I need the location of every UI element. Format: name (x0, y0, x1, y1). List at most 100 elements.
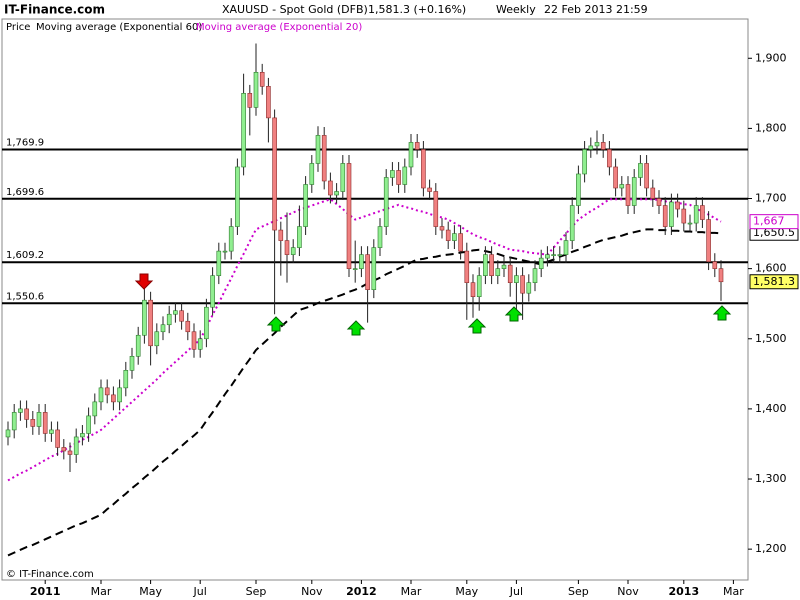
x-tick-label: May (455, 585, 478, 598)
candle-body (173, 310, 178, 315)
candle-body (24, 408, 29, 420)
candle-body (160, 324, 166, 333)
candle-body (445, 229, 451, 241)
candle-body (532, 268, 538, 283)
candle-body (123, 370, 129, 389)
candle-body (278, 229, 284, 241)
candle-body (458, 233, 463, 252)
candle-body (576, 173, 581, 206)
candle-body (61, 447, 67, 452)
candle-body (148, 299, 153, 347)
candle-body (340, 163, 346, 192)
candle-body (67, 450, 73, 455)
legend-entry: Moving average (Exponential 60) (36, 22, 202, 33)
candle-body (588, 145, 594, 150)
candle-body (135, 334, 141, 357)
moving-average-line (7, 198, 722, 482)
candle-body (489, 254, 494, 276)
x-tick-label: Sep (246, 585, 267, 598)
candle-body (718, 268, 724, 283)
candle-body (526, 282, 532, 294)
candle-body (166, 313, 172, 326)
candle-body (650, 187, 656, 199)
x-tick-label: 2011 (30, 585, 61, 598)
x-tick-label: 2012 (346, 585, 377, 598)
candle-body (309, 163, 315, 185)
y-tick-label: 1,500 (755, 332, 787, 345)
candle-body (594, 142, 600, 147)
candle-body (346, 163, 352, 269)
candle-body (675, 201, 680, 210)
candle-body (631, 177, 637, 206)
candle-body (352, 268, 358, 270)
y-tick-label: 1,300 (755, 472, 787, 485)
candle-body (483, 254, 488, 276)
candle-body (80, 433, 85, 438)
candle-body (297, 226, 302, 248)
candle-body (662, 205, 668, 227)
price-tag-label: 1,667 (753, 215, 785, 228)
candle-body (538, 257, 544, 269)
candle-body (98, 387, 104, 403)
candle-body (700, 205, 705, 220)
price-tag (749, 274, 799, 290)
y-tick-label: 1,400 (755, 402, 787, 415)
site-name: IT-Finance.com (4, 3, 105, 17)
x-tick-label: 2013 (668, 585, 699, 598)
period: Weekly (496, 3, 536, 16)
candle-body (551, 254, 556, 256)
timestamp: 22 Feb 2013 21:59 (544, 3, 648, 16)
candle-body (303, 184, 308, 227)
level-label: 1,609.2 (6, 250, 44, 261)
x-tick-label: Jul (193, 585, 207, 598)
marks: 1,200 1,300 1,400 1,500 1,600 1,700 1,800 1,900… (2, 43, 799, 598)
candle-body (470, 282, 476, 297)
candle-body (495, 268, 501, 276)
candle-body (390, 170, 395, 178)
candle-body (414, 142, 420, 150)
candle-body (638, 163, 643, 178)
candle-body (86, 415, 91, 434)
candle-body (253, 71, 259, 108)
candle-body (49, 429, 54, 434)
candle-body (396, 170, 401, 185)
candle-body (569, 205, 575, 241)
x-tick-label: Sep (568, 585, 589, 598)
candle-body (191, 331, 197, 350)
y-tick-label: 1,800 (755, 121, 787, 134)
candle-body (507, 264, 513, 283)
candle-body (557, 254, 563, 256)
level-label: 1,550.6 (6, 291, 44, 302)
candle-body (464, 250, 470, 283)
candle-body (359, 254, 364, 269)
candle-body (5, 429, 11, 438)
y-tick-label: 1,900 (755, 51, 787, 64)
candle-body (421, 149, 426, 189)
x-tick-label: Mar (723, 585, 744, 598)
candle-body (129, 356, 135, 371)
candle-body (334, 191, 339, 196)
candle-body (142, 299, 147, 336)
candle-body (266, 86, 271, 119)
candle-body (371, 247, 377, 290)
candle-body (501, 264, 507, 269)
price-tag (749, 214, 799, 230)
candle-body (315, 135, 321, 164)
candle-body (433, 191, 439, 227)
legend-entry: Price (6, 22, 30, 33)
candle-body (259, 71, 265, 87)
x-tick-label: Nov (617, 585, 639, 598)
candle-body (545, 254, 550, 259)
candle-body (104, 387, 110, 396)
candle-body (55, 429, 60, 448)
x-tick-label: May (139, 585, 162, 598)
candle-body (154, 331, 160, 347)
candle-body (706, 219, 711, 262)
candle-body (30, 419, 36, 427)
x-tick-label: Nov (301, 585, 323, 598)
candle-body (210, 275, 215, 308)
candle-body (644, 163, 649, 189)
candle-body (179, 310, 184, 322)
